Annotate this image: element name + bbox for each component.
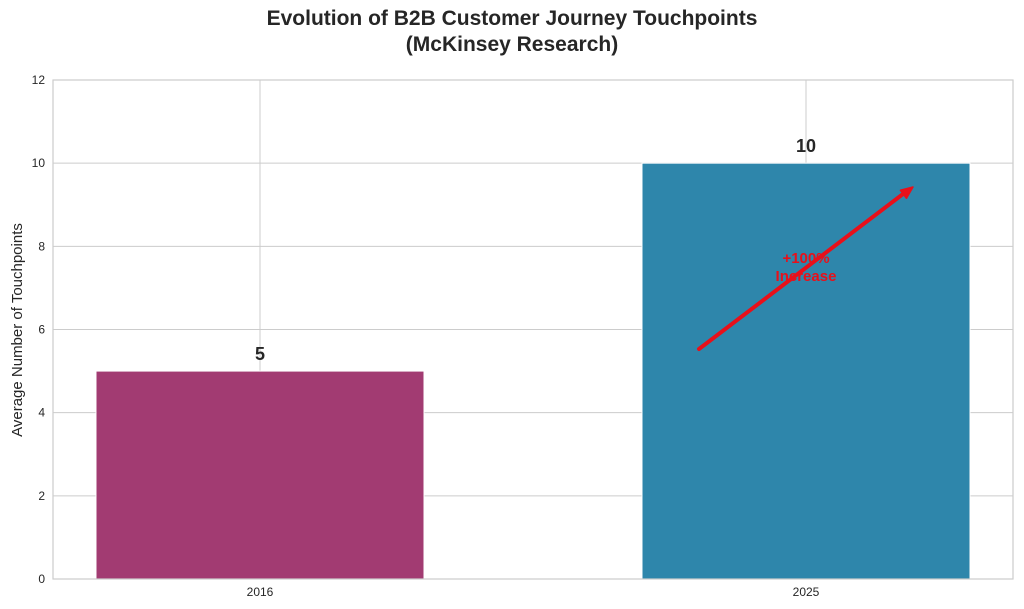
y-axis-ticks: 0 2 4 6 8 10 12: [32, 73, 46, 586]
y-tick-label: 12: [32, 73, 46, 87]
y-axis-label: Average Number of Touchpoints: [9, 223, 26, 437]
bar-2016: [95, 370, 425, 580]
bars: [95, 162, 971, 580]
x-tick-label: 2016: [247, 585, 274, 599]
data-labels: 5 10: [255, 136, 816, 364]
data-label: 10: [796, 136, 816, 156]
chart-title-line2: (McKinsey Research): [405, 33, 619, 56]
x-tick-label: 2025: [793, 585, 820, 599]
annotation-line2: Increase: [776, 268, 837, 285]
y-tick-label: 8: [38, 239, 45, 253]
data-label: 5: [255, 344, 265, 364]
y-tick-label: 6: [38, 323, 45, 337]
y-tick-label: 0: [38, 572, 45, 586]
y-tick-label: 4: [38, 406, 45, 420]
y-tick-label: 10: [32, 156, 46, 170]
annotation: +100%Increase: [697, 186, 914, 351]
annotation-line1: +100%: [782, 250, 829, 267]
arrow-shaft: [697, 192, 905, 351]
x-axis-ticks: 2016 2025: [247, 585, 820, 599]
plot-frame: [52, 79, 1014, 580]
chart-title: Evolution of B2B Customer Journey Touchp…: [0, 6, 1024, 58]
arrow-head: [899, 186, 914, 199]
chart-title-line1: Evolution of B2B Customer Journey Touchp…: [266, 7, 758, 30]
plot-border: [52, 79, 1014, 580]
bar-2025: [641, 162, 971, 580]
y-tick-label: 2: [38, 489, 45, 503]
